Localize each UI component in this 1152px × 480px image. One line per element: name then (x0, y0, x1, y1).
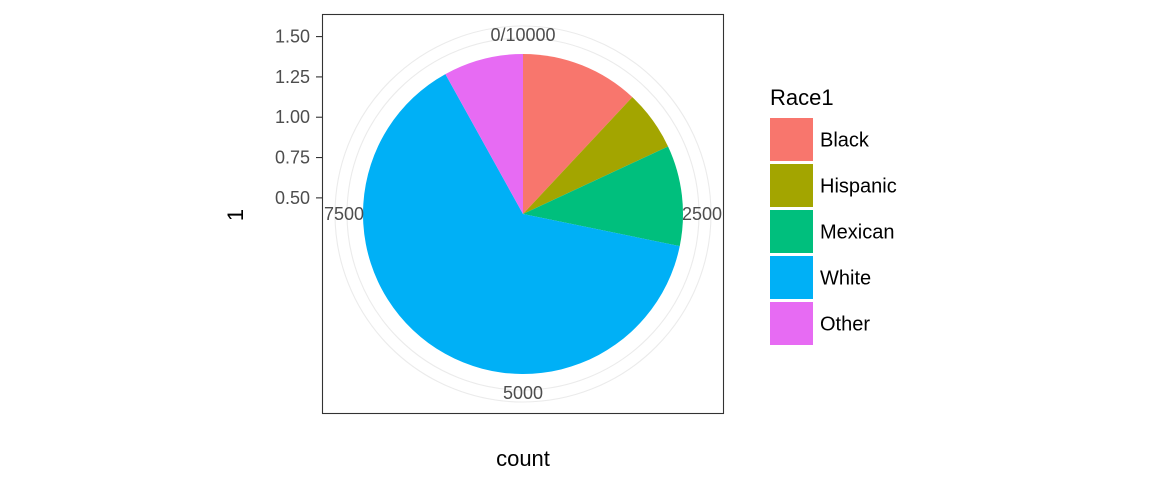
y-tick-label: 0.75 (275, 148, 310, 168)
legend-label-other: Other (820, 314, 870, 336)
panel-border (321, 13, 725, 415)
angle-tick-label: 5000 (503, 383, 543, 403)
legend-label-hispanic: Hispanic (820, 176, 897, 198)
angle-tick-labels: 0/10000 2500 5000 7500 (324, 25, 722, 403)
y-tick-label: 1.00 (275, 107, 310, 127)
pie-slice-hispanic (523, 97, 669, 214)
y-tick-label: 1.25 (275, 67, 310, 87)
grid-circle-1 (334, 25, 712, 403)
y-tick-label: 1.50 (275, 27, 310, 47)
y-tick-label: 0.50 (275, 188, 310, 208)
legend-label-white: White (820, 268, 871, 290)
pie-slice-black (523, 54, 633, 214)
legend-key-other (770, 302, 813, 345)
legend-label-black: Black (820, 130, 870, 152)
grid-circle-2 (346, 37, 700, 391)
angle-tick-label: 2500 (682, 204, 722, 224)
legend: Black Hispanic Mexican White Other (770, 118, 897, 345)
pie-slice-other (445, 53, 523, 214)
angle-tick-label: 7500 (324, 204, 364, 224)
legend-key-black (770, 118, 813, 161)
legend-title: Race1 (770, 85, 834, 110)
y-axis-ticks: 0.50 0.75 1.00 1.25 1.50 (275, 27, 322, 208)
y-axis-label: 1 (223, 209, 248, 221)
pie-slice-mexican (523, 146, 684, 247)
legend-key-mexican (770, 210, 813, 253)
x-axis-label: count (496, 446, 550, 471)
pie-slices (363, 53, 684, 374)
legend-key-white (770, 256, 813, 299)
radial-grid (334, 25, 712, 403)
legend-key-hispanic (770, 164, 813, 207)
pie-slice-white (363, 74, 680, 374)
angle-tick-label: 0/10000 (490, 25, 555, 45)
legend-label-mexican: Mexican (820, 222, 894, 244)
